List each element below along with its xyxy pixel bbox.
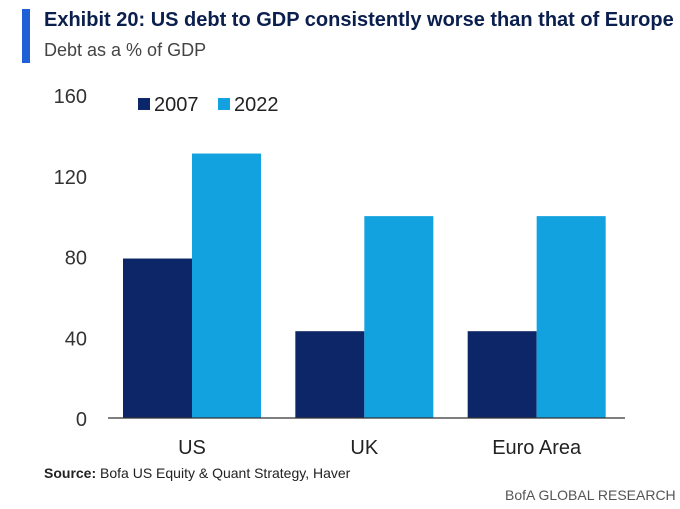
y-tick-label: 160 — [54, 86, 87, 108]
y-tick-label: 0 — [76, 409, 87, 431]
bar-2007-us — [123, 258, 192, 418]
source-label: Source: — [44, 465, 97, 481]
brand-label: BofA GLOBAL RESEARCH — [505, 487, 676, 503]
x-tick-label: UK — [350, 437, 378, 459]
y-tick-label: 40 — [65, 328, 87, 350]
accent-bar — [22, 9, 30, 63]
bar-2022-us — [192, 153, 261, 418]
chart-subtitle: Debt as a % of GDP — [44, 40, 207, 60]
bar-2022-euro-area — [536, 216, 606, 418]
chart-title: Exhibit 20: US debt to GDP consistently … — [44, 9, 674, 31]
legend-swatch-2007 — [138, 98, 150, 110]
legend-label-2022: 2022 — [234, 94, 279, 116]
legend-swatch-2022 — [218, 98, 230, 110]
source-note: Source: Bofa US Equity & Quant Strategy,… — [44, 465, 350, 481]
y-tick-label: 80 — [65, 248, 87, 270]
y-tick-label: 120 — [54, 167, 87, 189]
x-tick-label: Euro Area — [492, 437, 582, 459]
bar-2007-uk — [295, 331, 365, 418]
x-tick-label: US — [178, 437, 206, 459]
bar-2022-uk — [364, 216, 434, 418]
source-text: Bofa US Equity & Quant Strategy, Haver — [96, 465, 351, 481]
bar-2007-euro-area — [467, 331, 537, 418]
legend-label-2007: 2007 — [154, 94, 199, 116]
